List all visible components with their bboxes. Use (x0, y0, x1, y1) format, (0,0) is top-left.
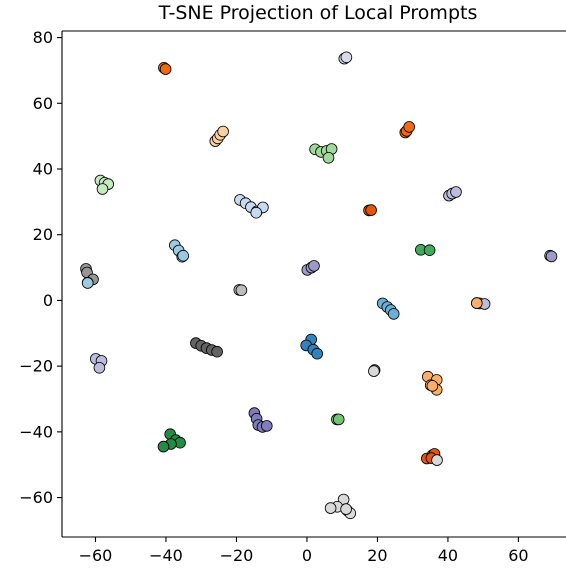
scatter-point (217, 125, 229, 138)
scatter-point (340, 503, 352, 515)
scatter-point (426, 380, 439, 392)
y-tick-label: 40 (33, 160, 53, 179)
y-tick-label: −40 (19, 422, 53, 441)
scatter-point (431, 454, 443, 466)
scatter-point (81, 277, 94, 289)
scatter-point (322, 152, 335, 164)
scatter-point (211, 345, 223, 358)
scatter-point (177, 249, 190, 262)
x-tick-label: −20 (220, 546, 254, 565)
scatter-point (387, 308, 400, 320)
y-tick-label: 20 (33, 225, 53, 244)
scatter-point (324, 502, 337, 514)
y-axis-ticks: −60 −40 −20 0 20 40 60 80 (19, 28, 62, 507)
scatter-point (250, 206, 263, 219)
scatter-point (423, 244, 436, 257)
scatter-point (332, 413, 345, 426)
x-axis-ticks: −60 −40 −20 0 20 40 60 (79, 537, 529, 565)
scatter-point (159, 63, 172, 75)
y-tick-label: 80 (33, 28, 53, 47)
axes (61, 30, 566, 538)
scatter-point (450, 186, 462, 198)
plot-points (80, 51, 558, 520)
scatter-point (365, 204, 377, 216)
x-tick-label: 20 (367, 546, 387, 565)
y-tick-label: −20 (19, 357, 53, 376)
x-tick-label: −40 (149, 546, 183, 565)
scatter-point (470, 297, 483, 309)
scatter-point (308, 260, 320, 272)
scatter-point (96, 183, 109, 195)
x-tick-label: 40 (438, 546, 458, 565)
y-tick-label: 0 (43, 291, 53, 310)
scatter-point (340, 51, 353, 64)
scatter-point (545, 250, 558, 263)
y-tick-label: 60 (33, 94, 53, 113)
x-tick-label: 0 (302, 546, 312, 565)
chart-title: T-SNE Projection of Local Prompts (158, 2, 478, 24)
y-tick-label: −60 (19, 488, 53, 507)
x-tick-label: −60 (79, 546, 113, 565)
scatter-point (403, 121, 416, 133)
x-tick-label: 60 (508, 546, 528, 565)
scatter-point (311, 347, 324, 360)
scatter-point (368, 365, 380, 377)
scatter-point (157, 440, 170, 453)
scatter-point (93, 361, 106, 374)
scatter-point (235, 284, 248, 297)
scatter-point (260, 420, 273, 432)
